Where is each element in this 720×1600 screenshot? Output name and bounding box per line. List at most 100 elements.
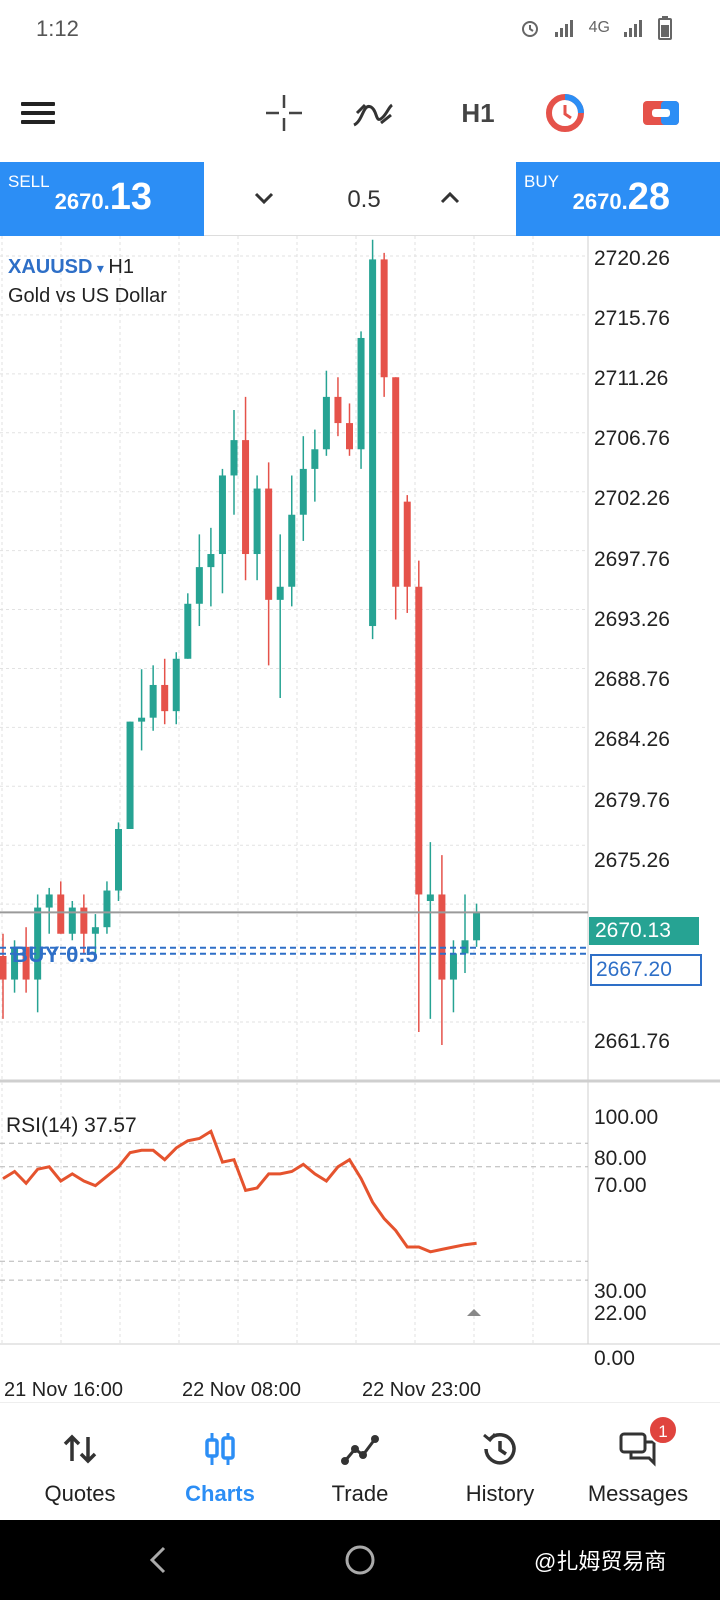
one-click-trade-panel: SELL 2670.13 0.5 BUY 2670.28 bbox=[0, 162, 720, 236]
position-price-tag[interactable]: 2667.20 bbox=[590, 954, 702, 986]
lot-increase-button[interactable] bbox=[430, 178, 470, 218]
sell-button[interactable]: SELL 2670.13 bbox=[0, 162, 204, 236]
buy-label: BUY bbox=[524, 172, 559, 191]
timeframe-button[interactable]: H1 bbox=[461, 97, 495, 128]
time-axis-label: 22 Nov 08:00 bbox=[182, 1379, 301, 1401]
rsi-indicator-label[interactable]: RSI(14) 37.57 bbox=[6, 1114, 137, 1137]
price-axis-label: 2661.76 bbox=[594, 1030, 670, 1053]
candle-body bbox=[138, 717, 146, 722]
objects-button[interactable] bbox=[544, 88, 586, 138]
candle-body bbox=[11, 946, 19, 980]
signal-icon bbox=[554, 20, 573, 37]
candle-body bbox=[45, 894, 53, 908]
candle-body bbox=[357, 337, 365, 450]
candle-body bbox=[172, 658, 180, 712]
status-icons: 4G bbox=[519, 16, 672, 40]
menu-icon bbox=[21, 97, 55, 129]
candle-body bbox=[334, 396, 342, 424]
candle-body bbox=[0, 956, 7, 980]
candle-body bbox=[403, 501, 411, 587]
candle-body bbox=[253, 488, 261, 555]
candle-body bbox=[57, 894, 65, 934]
candle-body bbox=[380, 259, 388, 378]
back-icon[interactable] bbox=[140, 1540, 180, 1580]
candle-body bbox=[103, 890, 111, 928]
price-axis-label: 2711.26 bbox=[594, 367, 669, 390]
candle-body bbox=[68, 907, 76, 934]
lot-decrease-button[interactable] bbox=[244, 178, 284, 218]
candle-body bbox=[242, 440, 250, 555]
battery-icon bbox=[658, 16, 672, 40]
current-price-tag: 2670.13 bbox=[589, 917, 699, 945]
candle-body bbox=[126, 721, 134, 829]
candle-body bbox=[184, 603, 192, 659]
price-axis-label: 2715.76 bbox=[594, 307, 670, 330]
network-type: 4G bbox=[588, 19, 610, 36]
quotes-icon bbox=[63, 1434, 97, 1464]
bottom-navigation: Quotes Charts Trade History 1 Messages bbox=[0, 1402, 720, 1520]
sell-price-main: 2670. bbox=[54, 189, 110, 214]
candle-body bbox=[276, 586, 284, 600]
buy-button[interactable]: BUY 2670.28 bbox=[516, 162, 720, 236]
candle-body bbox=[115, 828, 122, 891]
candle-body bbox=[346, 423, 353, 450]
nav-history[interactable]: History bbox=[430, 1403, 570, 1521]
nav-charts[interactable]: Charts bbox=[150, 1403, 290, 1521]
price-chart[interactable] bbox=[0, 236, 720, 1376]
symbol-selector[interactable]: XAUUSD bbox=[8, 256, 93, 278]
candle-body bbox=[369, 259, 377, 627]
candle-body bbox=[80, 907, 88, 934]
price-axis-label: 2675.26 bbox=[594, 849, 670, 872]
lot-selector: 0.5 bbox=[204, 162, 516, 236]
price-axis-label: 2706.76 bbox=[594, 427, 670, 450]
rsi-level-label: 100.00 bbox=[594, 1106, 659, 1129]
candle-body bbox=[449, 953, 457, 980]
symbol-dropdown-icon[interactable]: ▾ bbox=[96, 260, 104, 276]
symbol-info: XAUUSD ▾ H1 Gold vs US Dollar bbox=[8, 256, 167, 308]
buy-price-pips: 28 bbox=[627, 176, 670, 218]
time-axis-label: 21 Nov 16:00 bbox=[4, 1379, 123, 1401]
lot-input[interactable]: 0.5 bbox=[347, 186, 381, 213]
status-time: 1:12 bbox=[36, 16, 79, 41]
nav-messages[interactable]: 1 Messages bbox=[568, 1403, 708, 1521]
nav-quotes[interactable]: Quotes bbox=[10, 1403, 150, 1521]
status-bar: 1:12 4G bbox=[0, 0, 720, 60]
trade-button[interactable] bbox=[640, 88, 682, 138]
rsi-line bbox=[2, 1129, 477, 1254]
trade-icon bbox=[643, 101, 679, 125]
candle-body bbox=[195, 567, 203, 604]
candle-body bbox=[91, 927, 99, 934]
last-candle-marker bbox=[467, 1309, 481, 1316]
history-icon bbox=[483, 1433, 516, 1465]
nav-charts-label: Charts bbox=[185, 1481, 255, 1506]
candle-body bbox=[392, 377, 400, 587]
home-icon[interactable] bbox=[340, 1540, 380, 1580]
sell-label: SELL bbox=[8, 172, 50, 191]
rsi-level-label: 22.00 bbox=[594, 1302, 647, 1325]
candle-body bbox=[207, 554, 215, 568]
nav-trade[interactable]: Trade bbox=[290, 1403, 430, 1521]
signal-icon-2 bbox=[624, 20, 642, 37]
symbol-description: Gold vs US Dollar bbox=[8, 285, 167, 307]
price-axis-label: 2693.26 bbox=[594, 608, 670, 631]
indicators-button[interactable] bbox=[350, 88, 396, 138]
rsi-level-label: 30.00 bbox=[594, 1280, 647, 1303]
trade-nav-icon bbox=[341, 1435, 379, 1465]
menu-button[interactable] bbox=[18, 88, 58, 138]
crosshair-button[interactable] bbox=[262, 88, 306, 138]
price-axis-label: 2720.26 bbox=[594, 247, 670, 270]
sell-price-pips: 13 bbox=[109, 176, 152, 218]
candle-body bbox=[473, 912, 481, 941]
candle-body bbox=[218, 475, 226, 555]
rsi-level-label: 80.00 bbox=[594, 1147, 647, 1170]
crosshair-icon bbox=[266, 95, 302, 131]
buy-price: 2670.28 bbox=[573, 176, 670, 219]
sell-price: 2670.13 bbox=[55, 176, 152, 219]
chart-toolbar: H1 bbox=[0, 70, 720, 160]
candle-body bbox=[311, 449, 319, 469]
candle-body bbox=[230, 440, 238, 476]
chart-timeframe: H1 bbox=[108, 256, 134, 278]
candle-body bbox=[288, 514, 296, 587]
price-axis-label: 2702.26 bbox=[594, 487, 670, 510]
position-line-label[interactable]: BUY 0.5 bbox=[12, 942, 99, 967]
